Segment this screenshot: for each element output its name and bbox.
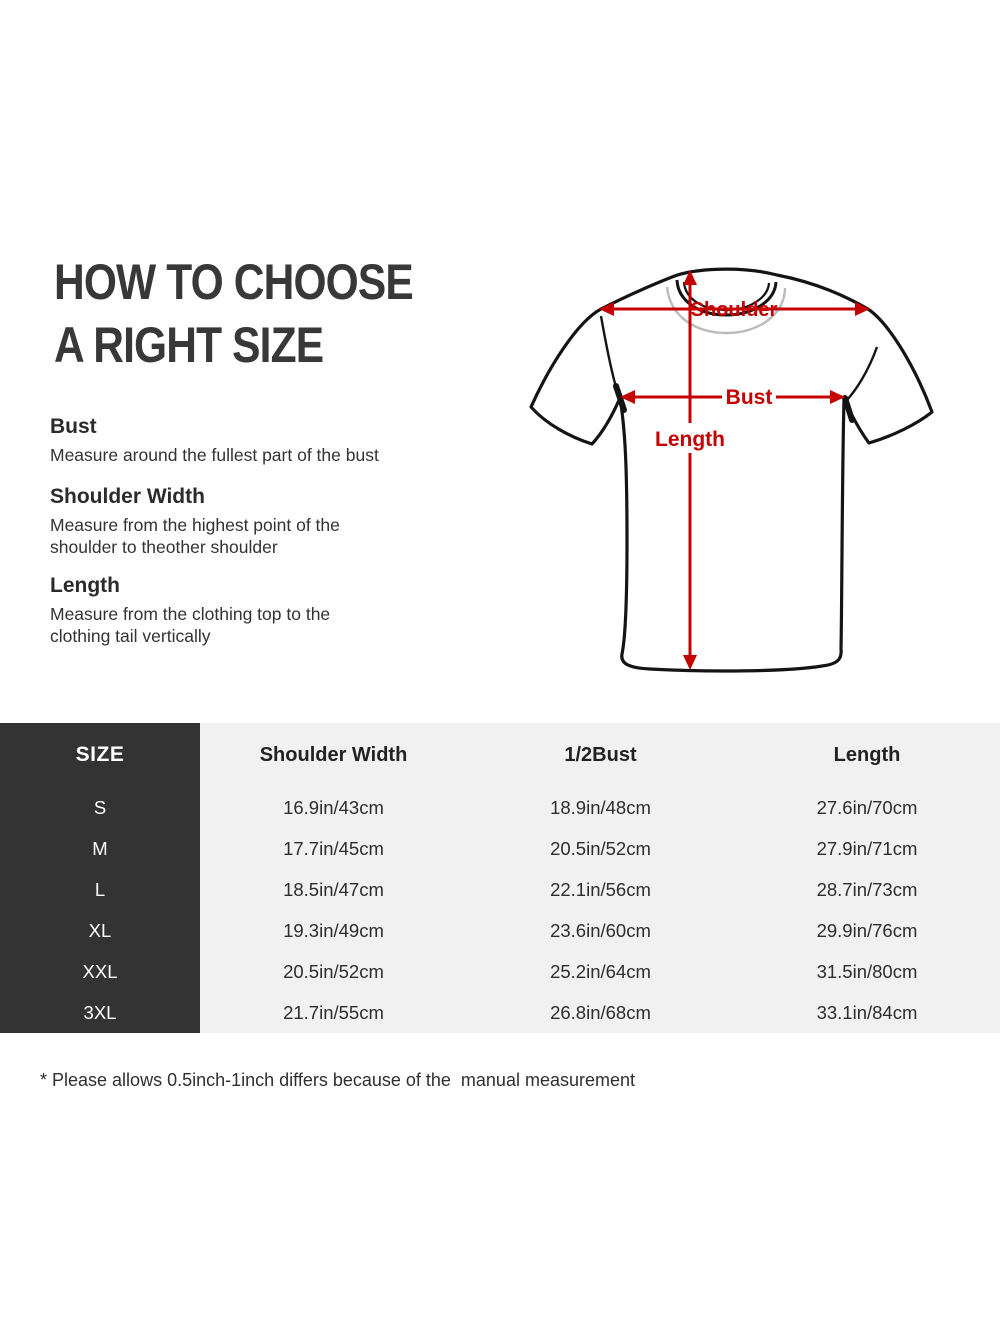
size-table-row-m-length: 27.9in/71cm [734, 828, 1000, 869]
size-table: SIZE Shoulder Width 1/2Bust Length S 16.… [0, 723, 1000, 1033]
instruction-shoulder-width-text: Measure from the highest point of the sh… [50, 515, 340, 557]
size-table-row-3xl-size: 3XL [0, 992, 200, 1033]
size-table-row-xxl-bust: 25.2in/64cm [467, 951, 734, 992]
size-table-row-xl-size: XL [0, 910, 200, 951]
tshirt-measurement-diagram: Shoulder Bust Length [529, 267, 934, 673]
measurement-disclaimer: * Please allows 0.5inch-1inch differs be… [40, 1070, 636, 1090]
right-armpit-shadow [842, 395, 855, 423]
instruction-bust: Bust Measure around the fullest part of … [50, 414, 379, 466]
size-table-header-length: Length [734, 723, 1000, 787]
length-arrow-label: Length [655, 428, 725, 451]
instruction-bust-heading: Bust [50, 415, 97, 438]
instruction-bust-text: Measure around the fullest part of the b… [50, 445, 379, 465]
shoulder-arrowhead-left [599, 302, 614, 316]
instruction-length-text: Measure from the clothing top to the clo… [50, 604, 331, 646]
length-arrowhead-bottom [683, 655, 697, 670]
size-table-row-l-bust: 22.1in/56cm [467, 869, 734, 910]
size-table-row-xl-bust: 23.6in/60cm [467, 910, 734, 951]
size-table-row-m-shoulder: 17.7in/45cm [200, 828, 467, 869]
bust-arrowhead-right [830, 390, 845, 404]
size-table-row-s-bust: 18.9in/48cm [467, 787, 734, 828]
page-title-line2: A RIGHT SIZE [54, 317, 324, 373]
instruction-shoulder-width-heading: Shoulder Width [50, 485, 205, 508]
shoulder-arrowhead-right [855, 302, 870, 316]
tshirt-outline [529, 267, 934, 673]
size-table-row-m-bust: 20.5in/52cm [467, 828, 734, 869]
size-table-header-size: SIZE [0, 723, 200, 787]
size-table-row-xxl-shoulder: 20.5in/52cm [200, 951, 467, 992]
left-armpit-shadow [613, 383, 627, 413]
length-arrowhead-top [683, 270, 697, 285]
bust-arrow-label: Bust [726, 386, 773, 409]
shoulder-arrow-label: Shoulder [691, 299, 778, 321]
size-table-header-bust: 1/2Bust [467, 723, 734, 787]
length-label-backdrop [655, 423, 725, 453]
size-table-row-m-size: M [0, 828, 200, 869]
size-table-row-s-size: S [0, 787, 200, 828]
size-table-row-xxl-length: 31.5in/80cm [734, 951, 1000, 992]
instruction-length-heading: Length [50, 574, 120, 597]
instruction-length: Length Measure from the clothing top to … [50, 573, 330, 647]
size-table-row-s-length: 27.6in/70cm [734, 787, 1000, 828]
size-table-row-xxl-size: XXL [0, 951, 200, 992]
size-table-row-3xl-shoulder: 21.7in/55cm [200, 992, 467, 1033]
bust-arrowhead-left [620, 390, 635, 404]
size-table-row-xl-length: 29.9in/76cm [734, 910, 1000, 951]
size-table-row-s-shoulder: 16.9in/43cm [200, 787, 467, 828]
page-title: HOW TO CHOOSE A RIGHT SIZE [54, 251, 414, 377]
size-table-row-l-size: L [0, 869, 200, 910]
right-armhole-seam [846, 346, 879, 401]
page-title-line1: HOW TO CHOOSE [54, 254, 414, 310]
size-table-row-l-shoulder: 18.5in/47cm [200, 869, 467, 910]
collar-outer-line [675, 279, 778, 317]
size-table-row-xl-shoulder: 19.3in/49cm [200, 910, 467, 951]
size-table-row-3xl-bust: 26.8in/68cm [467, 992, 734, 1033]
size-table-header-shoulder: Shoulder Width [200, 723, 467, 787]
instruction-shoulder-width: Shoulder Width Measure from the highest … [50, 484, 340, 558]
size-table-row-3xl-length: 33.1in/84cm [734, 992, 1000, 1033]
size-table-row-l-length: 28.7in/73cm [734, 869, 1000, 910]
